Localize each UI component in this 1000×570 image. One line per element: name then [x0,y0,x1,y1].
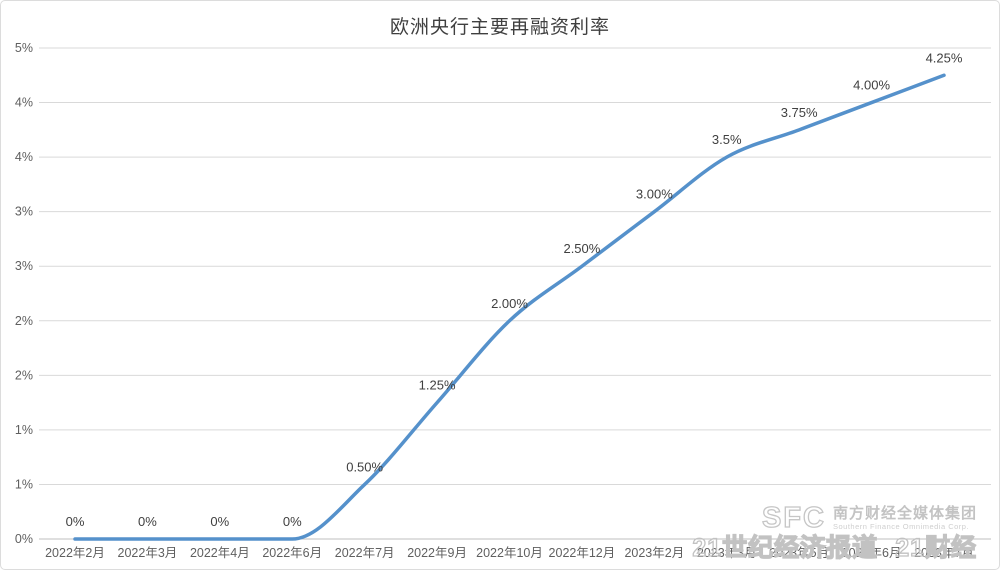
x-tick-label: 2023年5月 [769,546,829,560]
y-tick-label: 1% [15,477,33,491]
data-label: 1.25% [419,378,456,393]
x-tick-label: 2022年3月 [118,546,178,560]
x-tick-label: 2022年10月 [476,546,543,560]
data-label: 0% [138,514,157,529]
y-tick-label: 4% [15,96,33,110]
rate-series-line [73,73,946,541]
x-tick-label: 2023年7月 [914,546,974,560]
data-label: 0.50% [346,459,383,474]
y-tick-label: 2% [15,314,33,328]
data-label: 3.75% [781,105,818,120]
y-tick-label: 0% [15,532,33,546]
data-label: 4.25% [926,50,963,65]
x-tick-label: 2023年2月 [624,546,684,560]
x-tick-label: 2023年3月 [697,546,757,560]
x-tick-label: 2022年4月 [190,546,250,560]
y-tick-label: 5% [15,41,33,55]
data-label: 2.00% [491,296,528,311]
data-label: 0% [66,514,85,529]
x-tick-label: 2022年9月 [407,546,467,560]
data-label: 0% [210,514,229,529]
y-tick-label: 4% [15,150,33,164]
x-tick-label: 2022年6月 [262,546,322,560]
data-label: 2.50% [563,241,600,256]
y-tick-label: 2% [15,368,33,382]
data-label: 0% [283,514,302,529]
data-label: 3.00% [636,187,673,202]
x-tick-label: 2022年12月 [549,546,616,560]
y-tick-label: 1% [15,423,33,437]
chart-title: 欧洲央行主要再融资利率 [389,17,610,38]
y-tick-label: 3% [15,259,33,273]
x-tick-label: 2023年6月 [842,546,902,560]
data-label: 3.5% [712,132,742,147]
data-label: 4.00% [853,78,890,93]
x-tick-label: 2022年7月 [335,546,395,560]
x-tick-label: 2022年2月 [45,546,105,560]
y-tick-label: 3% [15,205,33,219]
